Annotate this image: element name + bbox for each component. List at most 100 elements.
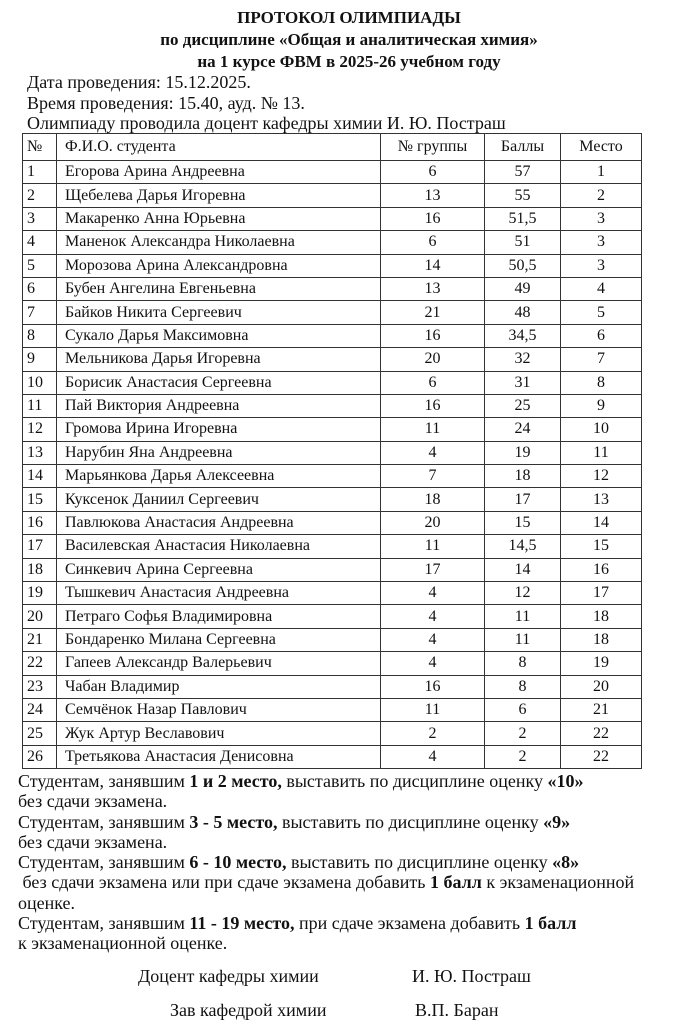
cell-group: 4	[380, 604, 485, 629]
cell-score: 2	[484, 744, 561, 770]
cell-student-name: Тышкевич Анастасия Андреевна	[56, 581, 381, 606]
cell-score: 14,5	[484, 534, 561, 559]
table-row: 13 Нарубин Яна Андреевна 4 19 11	[22, 440, 642, 466]
cell-student-name: Егорова Арина Андреевна	[56, 159, 381, 185]
cell-place: 10	[560, 417, 642, 442]
table-row: 4 Маненок Александра Николаевна 6 51 3	[22, 230, 642, 255]
cell-place: 11	[560, 440, 642, 466]
table-row: 7 Байков Никита Сергеевич 21 48 5	[22, 300, 642, 325]
table-row: 22 Гапеев Александр Валерьевич 4 8 19	[22, 651, 642, 676]
cell-group: 11	[380, 697, 485, 723]
cell-student-name: Семчёнок Назар Павлович	[56, 697, 381, 723]
signature-role-docent: Доцент кафедры химии	[138, 966, 319, 986]
cell-number: 18	[22, 557, 57, 583]
note-text: Студентам, занявшим	[18, 771, 190, 791]
note-text: Студентам, занявшим	[18, 913, 190, 934]
cell-group: 16	[380, 674, 485, 699]
cell-score: 51,5	[484, 206, 561, 232]
cell-number: 24	[22, 697, 57, 723]
table-row: 1 Егорова Арина Андреевна 6 57 1	[22, 159, 642, 185]
document-subtitle-course: на 1 курсе ФВМ в 2025-26 учебном году	[197, 52, 501, 71]
document-title: ПРОТОКОЛ ОЛИМПИАДЫ	[237, 8, 461, 27]
cell-place: 22	[560, 721, 642, 746]
table-row: 17 Василевская Анастасия Николаевна 11 14,5…	[22, 534, 642, 559]
cell-place: 8	[560, 370, 642, 395]
cell-student-name: Бондаренко Милана Сергеевна	[56, 627, 381, 653]
cell-place: 3	[560, 253, 642, 278]
cell-number: 12	[22, 417, 57, 442]
cell-score: 8	[484, 674, 561, 699]
column-header-place: Место	[560, 133, 642, 161]
note-text: Студентам, занявшим	[18, 852, 190, 873]
cell-place: 14	[560, 510, 642, 536]
cell-score: 17	[484, 487, 561, 512]
cell-number: 15	[22, 487, 57, 512]
cell-score: 11	[484, 604, 561, 629]
cell-number: 22	[22, 651, 57, 676]
note-line: Студентам, занявшим 11 - 19 место, при с…	[18, 913, 634, 933]
cell-group: 4	[380, 581, 485, 606]
cell-student-name: Байков Никита Сергеевич	[56, 300, 381, 325]
cell-score: 34,5	[484, 323, 561, 349]
cell-student-name: Громова Ирина Игоревна	[56, 417, 381, 442]
note-text: к экзаменационной	[481, 872, 635, 893]
cell-number: 1	[22, 159, 57, 185]
table-row: 19 Тышкевич Анастасия Андреевна 4 12 17	[22, 581, 642, 606]
cell-score: 57	[484, 159, 561, 185]
cell-student-name: Третьякова Анастасия Денисовна	[56, 744, 381, 770]
cell-place: 6	[560, 323, 642, 349]
note-text: выставить по дисциплине оценку	[281, 771, 548, 791]
note-emphasis: «8»	[552, 852, 580, 873]
table-row: 26 Третьякова Анастасия Денисовна 4 2 22	[22, 744, 642, 770]
table-header-row: № Ф.И.О. студента № группы Баллы Место	[22, 133, 642, 161]
table-row: 5 Морозова Арина Александровна 14 50,5 3	[22, 253, 642, 278]
table-row: 18 Синкевич Арина Сергеевна 17 14 16	[22, 557, 642, 583]
cell-place: 7	[560, 347, 642, 372]
cell-student-name: Гапеев Александр Валерьевич	[56, 651, 381, 676]
note-emphasis: 11 - 19 место,	[189, 913, 295, 934]
cell-number: 20	[22, 604, 57, 629]
cell-score: 50,5	[484, 253, 561, 278]
column-header-name: Ф.И.О. студента	[56, 133, 381, 161]
cell-group: 11	[380, 534, 485, 559]
cell-score: 11	[484, 627, 561, 653]
cell-student-name: Сукало Дарья Максимовна	[56, 323, 381, 349]
cell-place: 17	[560, 581, 642, 606]
cell-score: 2	[484, 721, 561, 746]
cell-group: 16	[380, 206, 485, 232]
cell-student-name: Синкевич Арина Сергеевна	[56, 557, 381, 583]
cell-number: 13	[22, 440, 57, 466]
cell-number: 2	[22, 183, 57, 208]
cell-student-name: Борисик Анастасия Сергеевна	[56, 370, 381, 395]
results-table: № Ф.И.О. студента № группы Баллы Место 1…	[22, 133, 642, 770]
cell-place: 19	[560, 651, 642, 676]
cell-place: 1	[560, 159, 642, 185]
cell-number: 19	[22, 581, 57, 606]
note-emphasis: 6 - 10 место,	[189, 852, 287, 873]
cell-student-name: Марьянкова Дарья Алексеевна	[56, 464, 381, 489]
note-emphasis: 1 и 2 место,	[189, 771, 282, 791]
note-text: без сдачи экзамена или при сдаче экзамен…	[18, 872, 430, 893]
table-row: 6 Бубен Ангелина Евгеньевна 13 49 4	[22, 276, 642, 302]
signature-name-docent: И. Ю. Постраш	[412, 966, 531, 986]
note-line: без сдачи экзамена или при сдаче экзамен…	[18, 872, 635, 893]
cell-group: 4	[380, 440, 485, 466]
cell-number: 3	[22, 206, 57, 232]
cell-student-name: Щебелева Дарья Игоревна	[56, 183, 381, 208]
note-line: без сдачи экзамена.	[18, 832, 634, 852]
cell-place: 3	[560, 206, 642, 232]
note-line: без сдачи экзамена.	[18, 791, 634, 811]
cell-student-name: Нарубин Яна Андреевна	[56, 440, 381, 466]
cell-group: 17	[380, 557, 485, 583]
note-emphasis: 1 балл	[430, 872, 482, 893]
cell-number: 7	[22, 300, 57, 325]
cell-number: 16	[22, 510, 57, 536]
cell-student-name: Мельникова Дарья Игоревна	[56, 347, 381, 372]
cell-student-name: Чабан Владимир	[56, 674, 381, 699]
table-row: 11 Пай Виктория Андреевна 16 25 9	[22, 393, 642, 419]
cell-number: 4	[22, 230, 57, 255]
note-line: к экзаменационной оценке.	[18, 933, 634, 953]
cell-place: 22	[560, 744, 642, 770]
note-emphasis: 1 балл	[524, 913, 577, 934]
cell-number: 8	[22, 323, 57, 349]
